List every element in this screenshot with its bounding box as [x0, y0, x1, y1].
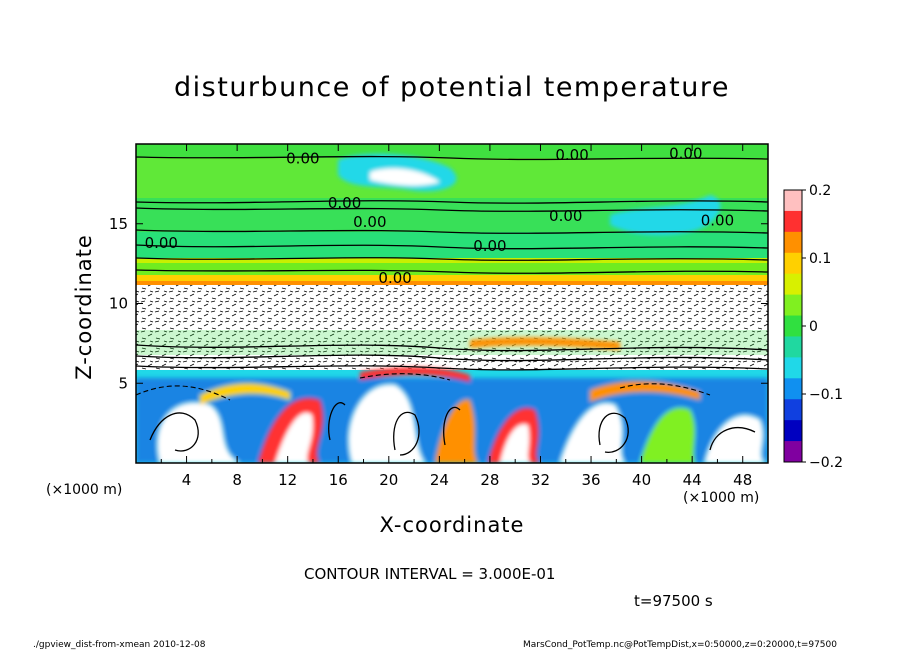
band-mid — [136, 232, 768, 258]
colorbar-segment — [784, 399, 802, 421]
contour-label: 0.00 — [145, 234, 178, 252]
dashed-contours — [136, 373, 711, 401]
contour-labels: 0.00 0.00 0.000.000.000.00 0.000.00 0.000.00 — [145, 145, 735, 287]
colorbar-segment — [784, 315, 802, 337]
colorbar-tick-label: 0.2 — [809, 183, 831, 199]
y-tick-label: 5 — [118, 374, 128, 392]
colorbar-segment — [784, 252, 802, 275]
turbulent-tint — [136, 330, 768, 355]
turbulent-layer — [136, 285, 768, 370]
upper-patches — [338, 153, 721, 236]
time-label: t=97500 s — [634, 592, 713, 610]
contour-label: 0.00 — [328, 194, 361, 212]
colorbar-segment — [784, 190, 802, 212]
colorbar-tick-label: 0 — [809, 319, 818, 335]
colorbar-segment — [784, 420, 802, 442]
contour-label: 0.00 — [669, 145, 702, 163]
x-unit-left: (×1000 m) — [46, 482, 123, 498]
colorbar-segment — [784, 231, 802, 254]
contour-label: 0.00 — [549, 207, 582, 225]
footer-right: MarsCond_PotTemp.nc@PotTempDist,x=0:5000… — [523, 640, 837, 650]
colorbar-segment — [784, 357, 802, 379]
y-axis-label: Z-coordinate — [72, 234, 96, 380]
y-tick-label: 15 — [109, 215, 128, 233]
colorbar-segment — [784, 378, 802, 400]
x-tick-label: 24 — [430, 471, 449, 489]
y-tick-label: 10 — [109, 295, 128, 313]
colorbar: 0.2 0.1 0 −0.1 −0.2 — [783, 183, 843, 471]
x-tick-label: 4 — [182, 471, 192, 489]
contour-label: 0.00 — [555, 146, 588, 164]
plumes — [136, 337, 768, 463]
band-orange — [136, 281, 768, 285]
x-unit-right: (×1000 m) — [683, 490, 760, 506]
contour-label: 0.00 — [378, 269, 411, 287]
contour-lines — [136, 155, 768, 456]
x-axis-label: X-coordinate — [379, 513, 525, 537]
contour-label: 0.00 — [286, 149, 319, 167]
contour-label: 0.00 — [353, 213, 386, 231]
x-tick-label: 20 — [379, 471, 398, 489]
chart-title: disturbunce of potential temperature — [174, 72, 730, 103]
x-tick-label: 12 — [278, 471, 297, 489]
colorbar-segment — [784, 210, 802, 233]
x-tick-label: 8 — [232, 471, 242, 489]
band-top — [136, 144, 768, 158]
contour-interval: CONTOUR INTERVAL = 3.000E-01 — [304, 565, 556, 583]
colorbar-segment — [784, 294, 802, 317]
colorbar-segment — [784, 273, 802, 296]
x-tick-label: 28 — [480, 471, 499, 489]
colorbar-segment — [784, 336, 802, 358]
heatmap-field — [136, 144, 768, 463]
contour-label: 0.00 — [473, 237, 506, 255]
x-tick-label: 40 — [632, 471, 651, 489]
colorbar-segment — [784, 441, 802, 463]
x-tick-label: 44 — [683, 471, 702, 489]
band-yellow-2 — [136, 275, 768, 281]
x-tick-label: 16 — [329, 471, 348, 489]
x-tick-label: 36 — [581, 471, 600, 489]
colorbar-tick-label: −0.1 — [809, 387, 843, 403]
band-yellow-1 — [136, 258, 768, 263]
x-tick-label: 48 — [733, 471, 752, 489]
contour-label: 0.00 — [701, 212, 734, 230]
x-tick-label: 32 — [531, 471, 550, 489]
band-green-2 — [136, 263, 768, 275]
colorbar-tick-label: −0.2 — [809, 455, 843, 471]
footer-left: ./gpview_dist-from-xmean 2010-12-08 — [33, 640, 206, 650]
colorbar-tick-label: 0.1 — [809, 251, 831, 267]
